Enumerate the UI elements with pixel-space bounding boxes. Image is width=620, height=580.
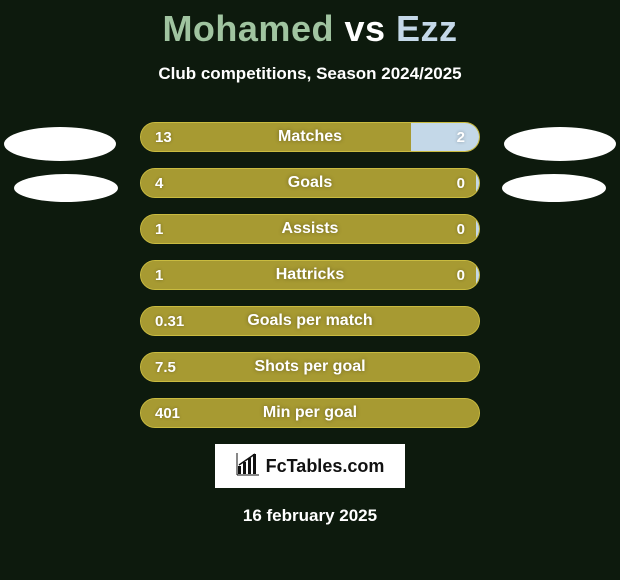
stat-label: Min per goal <box>141 399 479 427</box>
player-left-oval-2 <box>14 174 118 202</box>
logo-text: FcTables.com <box>266 456 385 477</box>
stat-label: Assists <box>141 215 479 243</box>
player-right-oval-2 <box>502 174 606 202</box>
stat-row: 401Min per goal <box>140 398 480 428</box>
title-left: Mohamed <box>162 8 334 49</box>
bar-chart-icon <box>236 452 260 481</box>
title-vs: vs <box>344 8 385 49</box>
stat-row: 10Hattricks <box>140 260 480 290</box>
subtitle: Club competitions, Season 2024/2025 <box>0 64 620 84</box>
page-title: Mohamed vs Ezz <box>0 0 620 50</box>
stat-label: Goals per match <box>141 307 479 335</box>
stat-row: 132Matches <box>140 122 480 152</box>
comparison-rows: 132Matches 40Goals 10Assists 10Hattricks 0.3… <box>140 122 480 428</box>
stat-label: Goals <box>141 169 479 197</box>
date: 16 february 2025 <box>0 506 620 526</box>
player-right-oval-1 <box>504 127 616 161</box>
logo: FcTables.com <box>215 444 405 488</box>
stat-row: 10Assists <box>140 214 480 244</box>
player-left-oval-1 <box>4 127 116 161</box>
stat-label: Shots per goal <box>141 353 479 381</box>
stat-label: Hattricks <box>141 261 479 289</box>
comparison-chart: 132Matches 40Goals 10Assists 10Hattricks 0.3… <box>0 122 620 428</box>
stat-row: 0.31Goals per match <box>140 306 480 336</box>
stat-row: 40Goals <box>140 168 480 198</box>
title-right: Ezz <box>396 8 458 49</box>
stat-row: 7.5Shots per goal <box>140 352 480 382</box>
stat-label: Matches <box>141 123 479 151</box>
